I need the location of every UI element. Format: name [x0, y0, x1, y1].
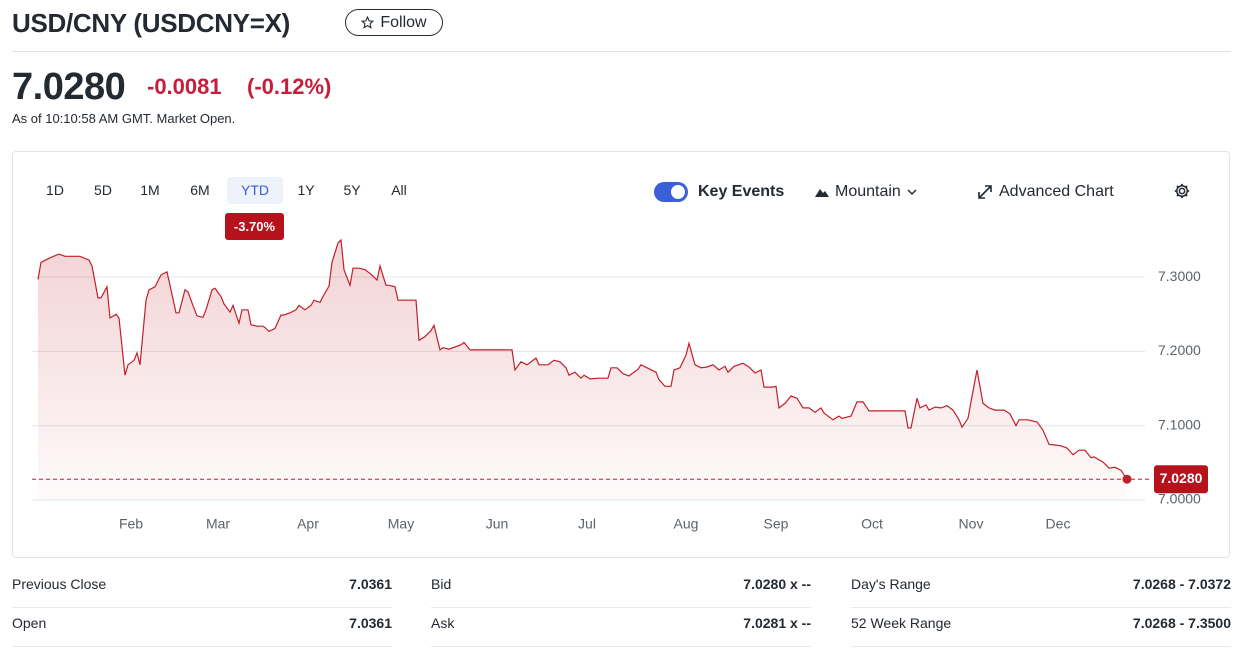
y-tick-label: 7.1000	[1158, 416, 1201, 432]
settings-button[interactable]	[1173, 182, 1191, 205]
range-change-badge: -3.70%	[225, 213, 284, 240]
x-tick-label: Nov	[959, 516, 984, 532]
key-events-toggle[interactable]: Key Events	[654, 181, 784, 203]
stat-label: Day's Range	[851, 576, 931, 592]
current-price-label: 7.0280	[1160, 470, 1203, 486]
stat-label: Previous Close	[12, 576, 107, 592]
chart-panel	[12, 151, 1230, 558]
stat-row: Open 7.0361	[12, 608, 392, 647]
advanced-chart-label: Advanced Chart	[999, 183, 1114, 200]
page-title: USD/CNY (USDCNY=X)	[12, 8, 290, 38]
range-tab[interactable]: YTD	[227, 177, 283, 204]
advanced-chart-link[interactable]: Advanced Chart	[977, 181, 1114, 203]
x-tick-label: May	[388, 516, 414, 532]
price-change: -0.0081	[147, 74, 222, 99]
stat-label: Ask	[431, 615, 455, 631]
stat-value: 7.0268 - 7.3500	[1132, 615, 1231, 631]
x-tick-label: Jul	[578, 516, 596, 532]
follow-label: Follow	[380, 13, 427, 31]
stat-row: Ask 7.0281 x --	[431, 608, 811, 647]
chart-style-label: Mountain	[835, 183, 901, 200]
y-tick-label: 7.2000	[1158, 342, 1201, 358]
current-price-badge	[1154, 465, 1208, 494]
price: 7.0280	[12, 66, 126, 108]
stat-value: 7.0281 x --	[743, 615, 811, 631]
chart: 7.0000 7.1000 7.2000 7.3000 Feb Mar Apr May Jun J…	[32, 238, 1208, 532]
stat-value: 7.0268 - 7.0372	[1132, 576, 1231, 592]
chevron-icon	[907, 189, 917, 196]
stat-row: Previous Close 7.0361	[12, 569, 392, 608]
price-change-pct: (-0.12%)	[247, 74, 332, 99]
x-tick-label: Jun	[486, 516, 509, 532]
range-tab[interactable]: All	[391, 182, 407, 198]
range-tab[interactable]: 1Y	[297, 182, 315, 198]
y-tick-label: 7.0000	[1158, 491, 1201, 507]
area-fill	[38, 240, 1127, 500]
key-events-label: Key Events	[698, 183, 785, 200]
stat-label: Bid	[431, 576, 452, 592]
stat-value: 7.0280 x --	[743, 576, 811, 592]
toggle-switch	[654, 182, 688, 202]
x-tick-label: Mar	[206, 516, 230, 532]
range-tab[interactable]: 5D	[94, 182, 112, 198]
range-tab[interactable]: 1D	[46, 182, 64, 198]
chart-style-menu[interactable]: Mountain	[815, 181, 917, 203]
range-tab[interactable]: 6M	[190, 182, 210, 198]
price-line	[37, 238, 1128, 480]
stat-label: Open	[12, 615, 47, 631]
x-tick-label: Dec	[1046, 516, 1071, 532]
star-icon	[361, 16, 375, 29]
x-tick-label: Apr	[297, 516, 319, 532]
range-tab[interactable]: 1M	[140, 182, 160, 198]
stat-label: 52 Week Range	[851, 615, 952, 631]
as-of: As of 10:10:58 AM GMT. Market Open.	[12, 111, 236, 126]
x-tick-label: Aug	[674, 516, 699, 532]
stat-value: 7.0361	[349, 576, 392, 592]
last-point	[1122, 474, 1132, 484]
expand-icon	[978, 185, 992, 199]
stat-row: 52 Week Range 7.0268 - 7.3500	[851, 608, 1231, 647]
stat-value: 7.0361	[349, 615, 392, 631]
y-tick-label: 7.3000	[1158, 268, 1201, 284]
stat-row: Day's Range 7.0268 - 7.0372	[851, 569, 1231, 608]
x-tick-label: Oct	[861, 516, 883, 532]
gear-icon	[1174, 183, 1190, 199]
x-tick-label: Feb	[119, 516, 143, 532]
x-tick-label: Sep	[764, 516, 789, 532]
stat-row: Bid 7.0280 x --	[431, 569, 811, 608]
follow-button[interactable]: Follow	[345, 9, 443, 36]
mountain-icon	[815, 189, 829, 197]
range-tab[interactable]: 5Y	[343, 182, 361, 198]
divider	[12, 51, 1231, 52]
